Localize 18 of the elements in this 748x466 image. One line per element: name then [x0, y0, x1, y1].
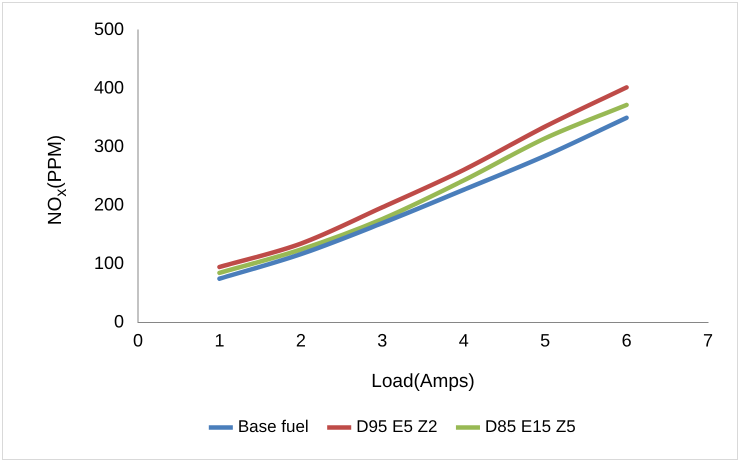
x-tick-label: 6: [622, 330, 632, 350]
legend-label: D95 E5 Z2: [356, 417, 438, 436]
y-tick-label: 300: [94, 136, 124, 156]
x-axis-title: Load(Amps): [371, 370, 475, 392]
x-tick-label: 3: [377, 330, 388, 350]
x-tick-label: 7: [702, 330, 714, 350]
y-tick-label: 0: [114, 312, 124, 332]
x-tick-label: 2: [296, 330, 306, 350]
x-tick-label: 0: [133, 330, 144, 350]
y-tick-label: 400: [94, 77, 124, 98]
legend-label: Base fuel: [238, 417, 309, 436]
y-tick-label: 100: [94, 253, 124, 274]
y-tick-label: 500: [94, 18, 124, 39]
x-tick-label: 4: [458, 330, 469, 350]
x-tick-label: 1: [214, 330, 224, 350]
y-tick-label: 200: [94, 194, 124, 215]
legend-label: D85 E15 Z5: [484, 417, 576, 436]
x-tick-label: 5: [540, 330, 550, 350]
